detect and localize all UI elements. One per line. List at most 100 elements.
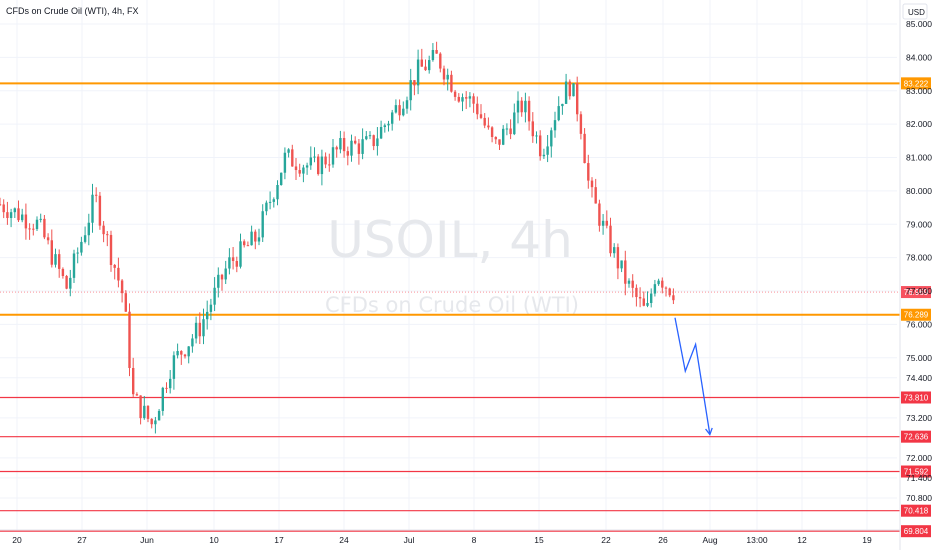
- candle-body[interactable]: [13, 208, 16, 213]
- candle-body[interactable]: [24, 214, 28, 229]
- candle-body[interactable]: [664, 287, 668, 289]
- candle-body[interactable]: [527, 100, 531, 122]
- candle-body[interactable]: [194, 322, 198, 339]
- candle-body[interactable]: [428, 60, 431, 71]
- candle-body[interactable]: [391, 112, 394, 124]
- candle-body[interactable]: [6, 212, 9, 218]
- currency-button[interactable]: USD: [902, 3, 928, 20]
- candle-body[interactable]: [317, 156, 320, 175]
- candle-body[interactable]: [357, 143, 361, 154]
- candle-body[interactable]: [653, 284, 657, 294]
- candle-body[interactable]: [172, 355, 176, 379]
- candle-body[interactable]: [583, 133, 586, 164]
- time-axis[interactable]: 20 27 Jun 10 17 24 Jul 8 15 22 26 Aug 13:00 12 19: [0, 529, 901, 545]
- candles[interactable]: [0, 41, 675, 434]
- candle-body[interactable]: [213, 287, 216, 305]
- candle-body[interactable]: [379, 126, 383, 139]
- candle-body[interactable]: [498, 139, 501, 145]
- candle-body[interactable]: [61, 268, 65, 276]
- candle-body[interactable]: [383, 125, 386, 127]
- candle-body[interactable]: [309, 157, 312, 166]
- candle-body[interactable]: [95, 194, 98, 196]
- candle-body[interactable]: [509, 128, 512, 135]
- candle-body[interactable]: [324, 156, 327, 165]
- candle-body[interactable]: [58, 254, 61, 269]
- candle-body[interactable]: [487, 125, 490, 128]
- candle-body[interactable]: [32, 228, 35, 230]
- candle-body[interactable]: [191, 338, 194, 347]
- candle-body[interactable]: [313, 156, 316, 158]
- candle-body[interactable]: [83, 235, 87, 242]
- candle-body[interactable]: [513, 112, 516, 135]
- candle-body[interactable]: [502, 128, 505, 145]
- candle-body[interactable]: [294, 166, 298, 171]
- candle-body[interactable]: [120, 280, 124, 294]
- candle-body[interactable]: [368, 135, 372, 137]
- candle-body[interactable]: [76, 252, 79, 254]
- candle-body[interactable]: [494, 137, 497, 140]
- candle-body[interactable]: [320, 156, 324, 175]
- candle-body[interactable]: [542, 154, 546, 157]
- candle-body[interactable]: [98, 195, 102, 226]
- candle-body[interactable]: [72, 253, 76, 278]
- candle-body[interactable]: [409, 80, 412, 101]
- candle-body[interactable]: [465, 97, 468, 99]
- candle-body[interactable]: [335, 147, 338, 150]
- candle-body[interactable]: [416, 59, 420, 86]
- candle-body[interactable]: [143, 405, 146, 419]
- candle-body[interactable]: [339, 138, 342, 150]
- candle-body[interactable]: [280, 172, 283, 185]
- candle-body[interactable]: [0, 204, 2, 206]
- candle-body[interactable]: [224, 268, 227, 280]
- candle-body[interactable]: [257, 237, 261, 242]
- projection-path[interactable]: [674, 317, 713, 436]
- candle-body[interactable]: [150, 418, 153, 425]
- candle-body[interactable]: [187, 346, 190, 357]
- candle-body[interactable]: [601, 220, 605, 226]
- candle-body[interactable]: [550, 130, 553, 147]
- price-axis[interactable]: 85.000 84.000 83.000 82.000 81.000 80.000 79.0…: [899, 0, 932, 550]
- candle-body[interactable]: [450, 74, 453, 92]
- candle-body[interactable]: [572, 83, 575, 97]
- candle-body[interactable]: [265, 202, 268, 212]
- candle-body[interactable]: [461, 97, 464, 102]
- candle-body[interactable]: [394, 105, 398, 113]
- candle-body[interactable]: [91, 194, 94, 223]
- candle-body[interactable]: [361, 139, 364, 154]
- candle-body[interactable]: [246, 245, 250, 247]
- candle-body[interactable]: [291, 149, 294, 167]
- candle-body[interactable]: [535, 135, 538, 137]
- candle-body[interactable]: [35, 219, 39, 230]
- candle-body[interactable]: [476, 103, 479, 115]
- candle-body[interactable]: [87, 222, 90, 236]
- candle-body[interactable]: [516, 100, 520, 113]
- candle-body[interactable]: [161, 387, 164, 411]
- candle-body[interactable]: [598, 203, 601, 226]
- candle-body[interactable]: [146, 405, 150, 419]
- candle-body[interactable]: [620, 260, 623, 269]
- candle-body[interactable]: [346, 151, 349, 156]
- candle-body[interactable]: [113, 265, 116, 268]
- candle-body[interactable]: [239, 241, 242, 267]
- candle-body[interactable]: [365, 136, 368, 140]
- candle-body[interactable]: [109, 234, 113, 266]
- candle-body[interactable]: [431, 50, 435, 61]
- candle-body[interactable]: [206, 311, 209, 320]
- candle-body[interactable]: [65, 275, 68, 289]
- candle-body[interactable]: [128, 311, 131, 368]
- candle-body[interactable]: [169, 378, 172, 389]
- candle-body[interactable]: [531, 121, 534, 137]
- candle-body[interactable]: [539, 135, 542, 157]
- candle-body[interactable]: [21, 214, 24, 221]
- candle-body[interactable]: [39, 218, 42, 220]
- candle-body[interactable]: [198, 322, 201, 337]
- candle-body[interactable]: [102, 225, 105, 235]
- candle-body[interactable]: [342, 138, 346, 152]
- candle-body[interactable]: [439, 53, 442, 69]
- candle-body[interactable]: [657, 280, 660, 285]
- candle-body[interactable]: [354, 140, 357, 144]
- candle-body[interactable]: [9, 212, 13, 218]
- candle-body[interactable]: [590, 180, 594, 188]
- candle-body[interactable]: [424, 66, 427, 71]
- candle-body[interactable]: [453, 91, 457, 97]
